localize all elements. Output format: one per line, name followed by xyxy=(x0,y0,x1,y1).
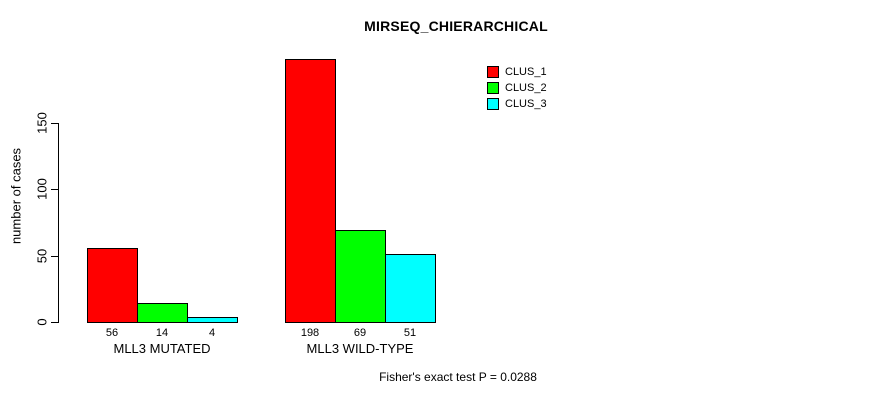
y-axis-tick-mark xyxy=(51,256,58,257)
legend-item: CLUS_3 xyxy=(487,96,547,112)
y-axis-tick-label: 150 xyxy=(34,112,50,134)
y-axis-tick-mark xyxy=(51,189,58,190)
legend-swatch-clus_1 xyxy=(487,66,499,78)
y-axis-tick-label: 50 xyxy=(34,248,50,264)
bar-value-label: 69 xyxy=(353,327,367,339)
category-label: MLL3 MUTATED xyxy=(113,341,211,356)
y-axis-tick-mark xyxy=(51,123,58,124)
legend-item: CLUS_2 xyxy=(487,80,547,96)
bar-value-label: 198 xyxy=(300,327,320,339)
legend-item: CLUS_1 xyxy=(487,64,547,80)
bar-value-label: 4 xyxy=(208,327,216,339)
legend-label: CLUS_2 xyxy=(505,82,547,94)
legend-swatch-clus_3 xyxy=(487,98,499,110)
y-axis-tick-label: 100 xyxy=(34,178,50,200)
bar-clus_1 xyxy=(285,59,336,323)
bar-clus_3 xyxy=(187,317,238,323)
y-axis-tick-label: 0 xyxy=(34,318,50,326)
legend-label: CLUS_1 xyxy=(505,66,547,78)
category-label: MLL3 WILD-TYPE xyxy=(306,341,414,356)
bar-clus_1 xyxy=(87,248,138,323)
legend-label: CLUS_3 xyxy=(505,98,547,110)
annotation-fisher-test: Fisher's exact test P = 0.0288 xyxy=(379,370,537,384)
y-axis-label: number of cases xyxy=(8,147,24,245)
legend: CLUS_1 CLUS_2 CLUS_3 xyxy=(487,64,547,112)
bar-clus_2 xyxy=(335,230,386,323)
bar-value-label: 51 xyxy=(403,327,417,339)
bar-clus_2 xyxy=(137,303,188,323)
bar-value-label: 14 xyxy=(155,327,169,339)
bar-value-label: 56 xyxy=(105,327,119,339)
chart-title: MIRSEQ_CHIERARCHICAL xyxy=(364,18,548,34)
bar-clus_3 xyxy=(385,254,436,323)
legend-swatch-clus_2 xyxy=(487,82,499,94)
y-axis-tick-mark xyxy=(51,322,58,323)
y-axis-line xyxy=(58,123,59,323)
